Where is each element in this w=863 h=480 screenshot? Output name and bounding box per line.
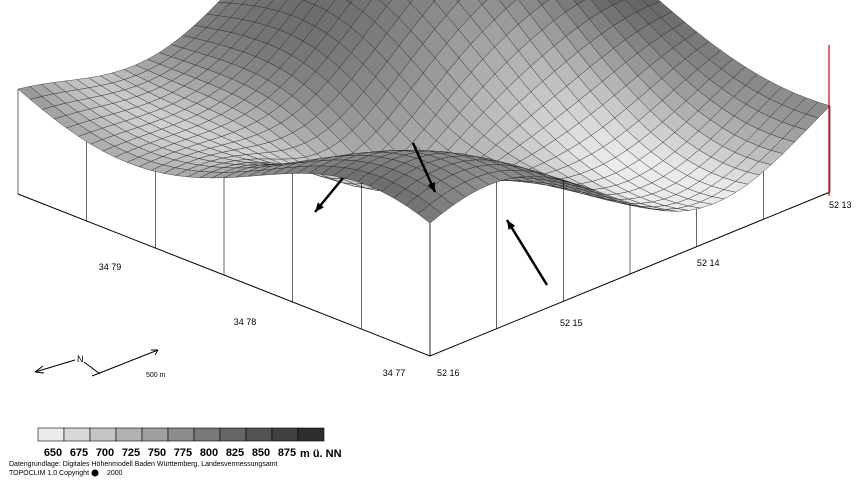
north-arrow: N xyxy=(35,354,100,374)
tick-label: 34 79 xyxy=(99,262,122,272)
arrow xyxy=(507,220,547,285)
tick-label: 34 78 xyxy=(234,317,257,327)
copyright-icon xyxy=(92,470,99,477)
legend-swatch xyxy=(142,428,168,441)
legend-swatch xyxy=(246,428,272,441)
scale-label: 500 m xyxy=(146,372,166,379)
north-label: N xyxy=(77,354,84,364)
legend-swatch xyxy=(38,428,64,441)
legend-label: 775 xyxy=(174,447,192,459)
copyright-year: 2000 xyxy=(107,470,123,477)
legend-label: 825 xyxy=(226,447,244,459)
legend-swatch xyxy=(90,428,116,441)
tick-label: 52 15 xyxy=(560,318,583,328)
tick-label: 52 16 xyxy=(437,368,460,378)
legend-label: 675 xyxy=(70,447,88,459)
legend-label: 850 xyxy=(252,447,270,459)
legend-label: 750 xyxy=(148,447,166,459)
legend-label: 875 xyxy=(278,447,296,459)
legend-swatch xyxy=(168,428,194,441)
source-text: Datengrundlage: Digitales Höhenmodell Ba… xyxy=(9,461,278,468)
scale-bar: 500 m xyxy=(92,350,166,379)
tick-label: 52 13 xyxy=(829,200,852,210)
tick-label: 52 14 xyxy=(697,258,720,268)
legend-label: 725 xyxy=(122,447,140,459)
legend-label: 700 xyxy=(96,447,114,459)
terrain-surface xyxy=(18,0,830,356)
legend: 650 675 700 725 750 775 800 825 850 875 xyxy=(38,428,324,459)
legend-swatch xyxy=(272,428,298,441)
legend-swatch xyxy=(298,428,324,441)
legend-swatch xyxy=(220,428,246,441)
legend-unit: m ü. NN xyxy=(300,448,342,460)
legend-swatch xyxy=(194,428,220,441)
legend-swatch xyxy=(64,428,90,441)
legend-label: 650 xyxy=(44,447,62,459)
tick-label: 34 77 xyxy=(383,368,406,378)
copyright-text: TOPOCLIM 1.0 Copyright xyxy=(9,470,89,477)
legend-label: 800 xyxy=(200,447,218,459)
terrain-view: 34 79 34 78 34 77 52 16 52 15 52 14 52 1… xyxy=(0,0,863,480)
legend-swatch xyxy=(116,428,142,441)
